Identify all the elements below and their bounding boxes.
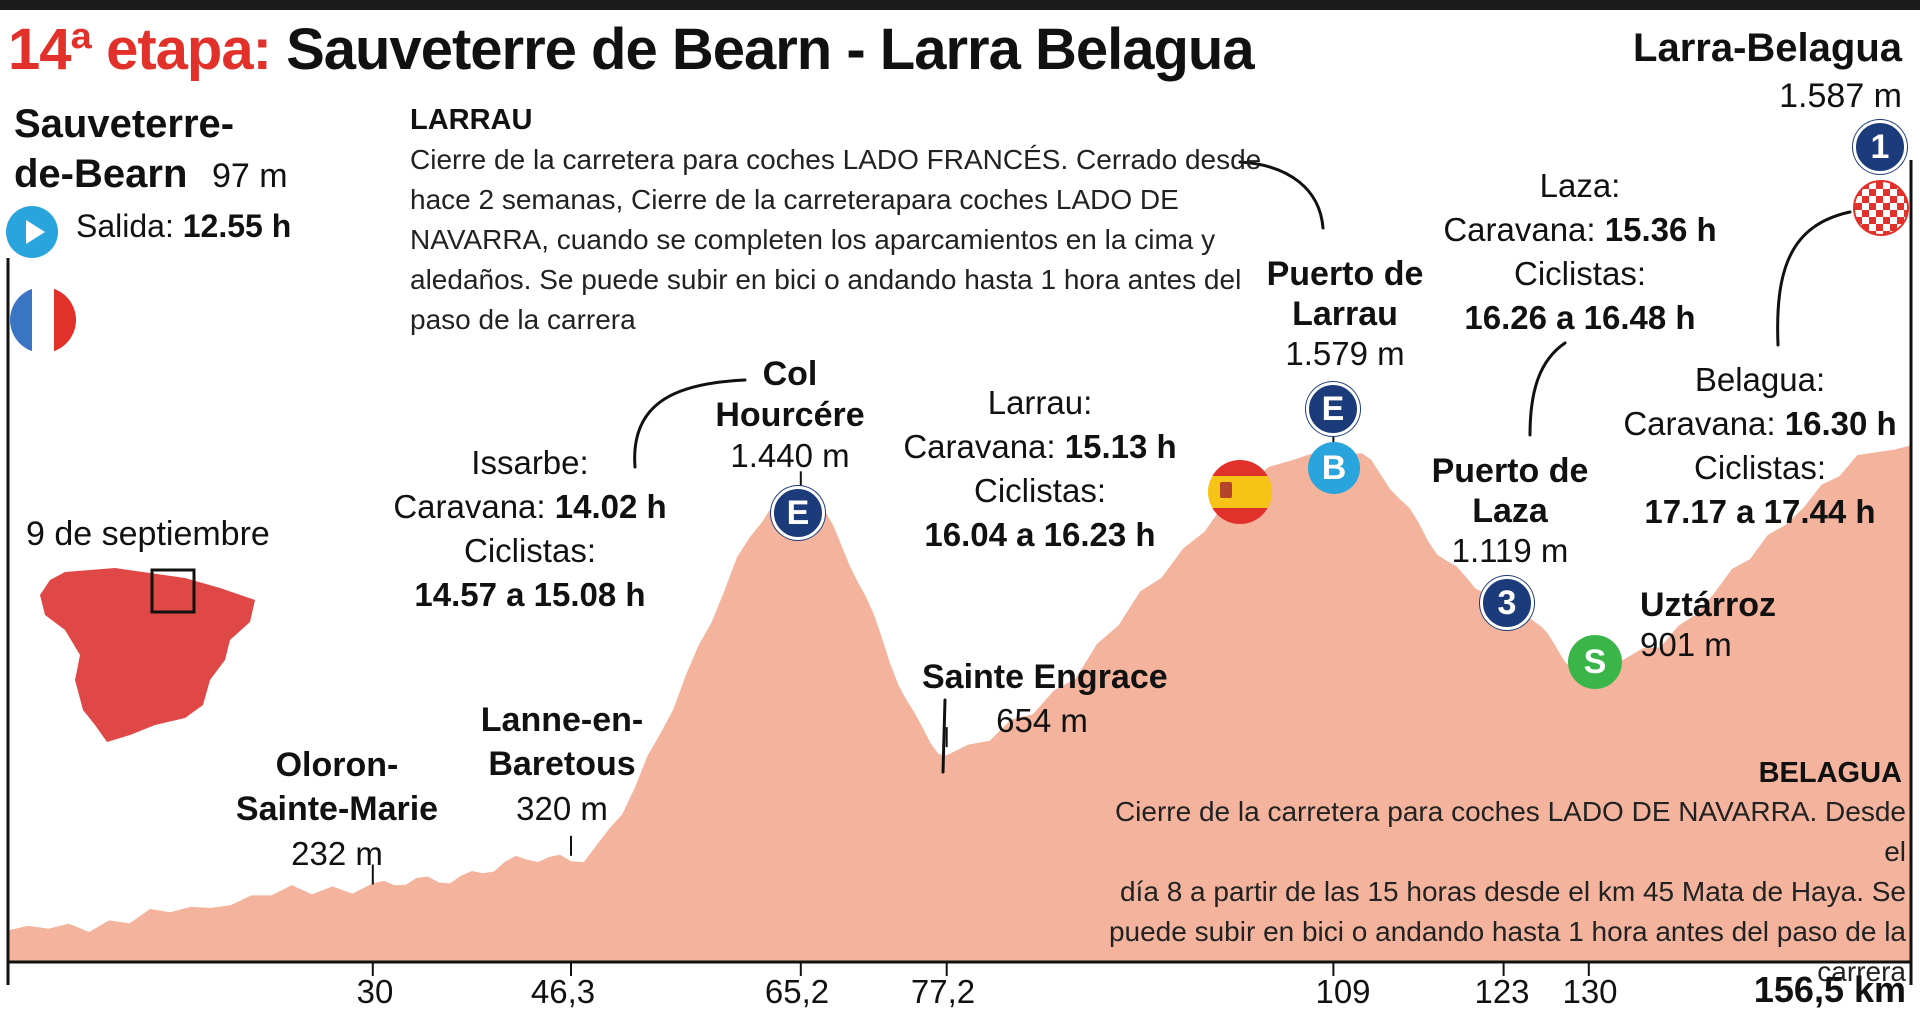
caravana-label: Caravana: — [1623, 405, 1776, 442]
salida-label: Salida: — [76, 208, 174, 244]
larrau-note-line: Cierre de la carretera para coches LADO … — [410, 144, 1262, 175]
hourcere-altitude: 1.440 m — [730, 437, 850, 474]
larrau-ciclistas-time: 16.04 a 16.23 h — [924, 516, 1156, 553]
lanne-line1: Lanne-en- — [480, 701, 644, 739]
spain-flag-icon — [1208, 460, 1272, 524]
salida-time: 12.55 h — [182, 208, 292, 244]
especial-category-badge: E — [771, 486, 825, 540]
belagua-note-line: carrera — [1817, 956, 1906, 987]
belagua-note-line: día 8 a partir de las 15 horas desde el … — [1119, 876, 1906, 907]
start-name-line1: Sauveterre- — [14, 102, 235, 146]
km-label: 77,2 — [910, 973, 976, 1010]
stage-title: 14ª etapa: Sauveterre de Bearn - Larra B… — [8, 16, 1255, 83]
start-altitude: 97 m — [212, 157, 288, 195]
sprint-badge: S — [1568, 635, 1622, 689]
larrau-port-line2: Larrau — [1292, 295, 1398, 333]
category-3-badge: 3 — [1480, 576, 1534, 630]
uztarroz-altitude: 901 m — [1640, 626, 1732, 663]
belagua-ciclistas-label: Ciclistas: — [1693, 449, 1827, 486]
laza-port-line2: Laza — [1472, 492, 1548, 530]
top-rule — [0, 0, 1920, 10]
france-flag-icon — [10, 287, 76, 353]
larrau-note-text: Cierre de la carretera para coches LADO … — [410, 140, 1261, 340]
caravana-time: 15.36 h — [1604, 211, 1717, 248]
category-1-badge: 1 — [1853, 120, 1907, 174]
hourcere-line2: Hourcére — [715, 396, 865, 434]
finish-name: Larra-Belagua — [1633, 26, 1902, 70]
larrau-port-line1: Puerto de — [1266, 255, 1424, 293]
larrau-note-title: LARRAU — [410, 104, 533, 136]
oloron-line1: Oloron- — [275, 746, 399, 784]
leader-line-engrace — [941, 698, 947, 774]
leader-line-larrau-note — [1238, 160, 1325, 230]
bonus-badge: B — [1308, 442, 1360, 494]
km-label: 46,3 — [530, 973, 596, 1010]
km-label: 65,2 — [764, 973, 830, 1010]
especial-category-badge: E — [1306, 382, 1360, 436]
larrau-ciclistas-label: Ciclistas: — [973, 472, 1107, 509]
km-label-total: 156,5 km — [1753, 969, 1906, 1010]
stage-number: 14ª etapa: — [8, 17, 272, 82]
finish-altitude: 1.587 m — [1779, 77, 1902, 115]
belagua-note-line: puede subir en bici o andando hasta 1 ho… — [1108, 916, 1906, 947]
belagua-note-title: BELAGUA — [1758, 757, 1902, 789]
km-label: 130 — [1562, 973, 1618, 1010]
larrau-note-line: paso de la carrera — [410, 304, 636, 335]
caravana-label: Caravana: — [393, 488, 546, 525]
caravana-time: 16.30 h — [1784, 405, 1897, 442]
caravana-label: Caravana: — [1443, 211, 1596, 248]
engrace-name: Sainte Engrace — [922, 658, 1168, 696]
km-label: 109 — [1315, 973, 1371, 1010]
belagua-place: Belagua: — [1694, 361, 1826, 398]
laza-caravana: Caravana: 15.36 h — [1390, 210, 1770, 250]
laza-ciclistas-time: 16.26 a 16.48 h — [1464, 299, 1696, 336]
belagua-note-text: Cierre de la carretera para coches LADO … — [1086, 792, 1906, 992]
issarbe-ciclistas-time: 14.57 a 15.08 h — [414, 576, 646, 613]
laza-ciclistas-label: Ciclistas: — [1513, 255, 1647, 292]
caravana-label: Caravana: — [903, 428, 1056, 465]
issarbe-place: Issarbe: — [471, 444, 589, 481]
laza-place: Laza: — [1539, 167, 1621, 204]
larrau-note-line: aledaños. Se puede subir en bici o andan… — [410, 264, 1242, 295]
oloron-altitude: 232 m — [291, 835, 383, 872]
issarbe-caravana: Caravana: 14.02 h — [340, 487, 720, 527]
larrau-note-line: NAVARRA, cuando se completen los aparcam… — [410, 224, 1216, 255]
start-time: Salida: 12.55 h — [76, 206, 291, 246]
leader-line-belagua — [1776, 210, 1852, 347]
lanne-altitude: 320 m — [516, 790, 608, 827]
checkered-finish-flag-icon — [1853, 180, 1909, 236]
stage-route: Sauveterre de Bearn - Larra Belagua — [286, 17, 1255, 82]
caravana-time: 14.02 h — [554, 488, 667, 525]
belagua-note-line: Cierre de la carretera para coches LADO … — [1114, 796, 1906, 867]
km-label: 30 — [356, 973, 394, 1010]
leader-line-laza — [1528, 341, 1567, 437]
larrau-note-line: hace 2 semanas, Cierre de la carreterapa… — [410, 184, 1179, 215]
issarbe-ciclistas-label: Ciclistas: — [463, 532, 597, 569]
belagua-caravana: Caravana: 16.30 h — [1560, 404, 1920, 444]
leader-line-hourcere — [633, 378, 747, 469]
larrau-place: Larrau: — [987, 384, 1093, 421]
spain-map-icon — [40, 568, 255, 742]
km-label: 123 — [1474, 973, 1530, 1010]
lanne-line2: Baretous — [488, 745, 636, 783]
larrau-port-altitude: 1.579 m — [1285, 335, 1405, 372]
play-start-icon — [6, 206, 58, 258]
caravana-time: 15.13 h — [1064, 428, 1177, 465]
hourcere-line1: Col — [762, 355, 818, 393]
belagua-ciclistas-time: 17.17 a 17.44 h — [1644, 493, 1876, 530]
uztarroz-name: Uztárroz — [1640, 586, 1777, 624]
date-label: 9 de septiembre — [26, 515, 270, 553]
larrau-caravana: Caravana: 15.13 h — [860, 427, 1220, 467]
laza-port-altitude: 1.119 m — [1451, 532, 1569, 569]
start-name-line2: de-Bearn — [14, 152, 188, 196]
engrace-altitude: 654 m — [996, 702, 1088, 739]
elevation-profile-area — [8, 445, 1911, 962]
laza-port-line1: Puerto de — [1431, 452, 1589, 490]
oloron-line2: Sainte-Marie — [235, 790, 439, 828]
